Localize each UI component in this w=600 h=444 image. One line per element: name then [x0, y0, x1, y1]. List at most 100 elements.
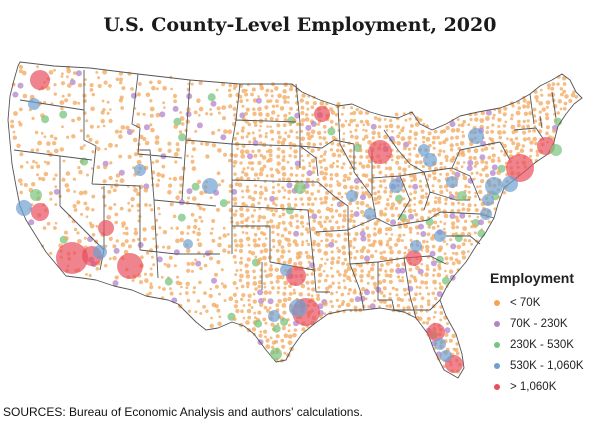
county-dot [563, 107, 567, 111]
county-dot [172, 214, 177, 219]
county-dot [300, 105, 305, 110]
county-dot [395, 155, 401, 160]
county-dot [445, 243, 449, 246]
county-dot [250, 161, 255, 165]
county-dot [368, 243, 372, 247]
county-dot [317, 286, 321, 289]
county-dot [437, 266, 442, 271]
county-dot [371, 290, 375, 295]
county-dot [266, 308, 270, 313]
county-dot [562, 76, 567, 81]
county-dot [138, 134, 144, 140]
county-dot [306, 196, 312, 202]
county-dot [101, 99, 105, 103]
county-dot [396, 134, 400, 139]
county-dot [259, 86, 264, 91]
county-dot [257, 149, 261, 153]
county-dot [264, 335, 267, 339]
county-dot [456, 208, 461, 213]
county-dot [76, 200, 81, 205]
county-dot [449, 147, 454, 152]
county-dot [445, 125, 450, 131]
county-dot [259, 167, 265, 172]
county-dot [439, 220, 443, 224]
county-dot [245, 135, 249, 139]
metro-bubble [268, 310, 280, 322]
county-dot [276, 140, 281, 145]
county-dot [313, 197, 318, 201]
county-dot [340, 166, 344, 170]
county-dot [283, 227, 288, 232]
county-dot [348, 154, 352, 159]
county-dot [350, 209, 353, 213]
county-dot [330, 260, 335, 265]
county-dot [292, 239, 298, 244]
county-dot [466, 250, 470, 253]
county-dot [223, 129, 228, 134]
county-dot [79, 146, 84, 150]
county-dot [241, 201, 246, 207]
county-dot [72, 177, 76, 181]
county-dot [232, 292, 237, 297]
county-dot [342, 251, 347, 256]
county-dot [119, 206, 124, 211]
county-dot [42, 226, 47, 230]
county-dot [407, 203, 412, 208]
county-dot [552, 104, 558, 109]
county-dot [446, 322, 449, 326]
county-dot [301, 165, 306, 171]
county-dot [301, 327, 306, 332]
county-dot [232, 281, 237, 286]
county-dot [280, 318, 289, 326]
county-dot [407, 135, 412, 140]
county-dot [369, 267, 375, 272]
county-dot [449, 256, 454, 261]
county-dot [295, 100, 300, 105]
county-dot [438, 282, 442, 286]
county-dot [186, 298, 191, 303]
county-dot [190, 261, 195, 266]
county-dot [296, 122, 300, 127]
county-dot [436, 207, 441, 212]
county-dot [228, 158, 232, 163]
county-dot [466, 207, 471, 212]
county-dot [467, 123, 471, 127]
county-dot [72, 100, 78, 106]
county-dot [285, 206, 294, 215]
county-dot [365, 183, 370, 188]
county-dot [378, 305, 381, 308]
county-dot [300, 122, 305, 127]
county-dot [124, 239, 129, 244]
county-dot [341, 245, 346, 250]
county-dot [385, 261, 391, 266]
county-dot [149, 113, 154, 118]
county-dot [276, 257, 281, 262]
county-dot [383, 256, 388, 261]
county-dot [400, 279, 405, 283]
county-dot [118, 134, 123, 139]
county-dot [343, 232, 347, 236]
county-dot [185, 291, 189, 295]
metro-bubble [468, 128, 484, 144]
county-dot [282, 310, 287, 315]
county-dot [179, 292, 182, 296]
county-dot [200, 142, 204, 146]
county-dot [267, 157, 273, 163]
county-dot [160, 173, 165, 178]
county-dot [347, 251, 353, 256]
county-dot [358, 161, 363, 166]
county-dot [71, 134, 76, 139]
county-dot [319, 170, 325, 176]
county-dot [474, 208, 479, 213]
county-dot [455, 142, 459, 147]
county-dot [418, 316, 423, 321]
county-dot [274, 208, 279, 213]
metro-bubble [434, 338, 446, 350]
county-dot [455, 218, 460, 223]
county-dot [191, 166, 197, 171]
county-dot [425, 321, 430, 325]
county-dot [167, 148, 172, 153]
county-dot [252, 269, 256, 274]
county-dot [353, 256, 357, 260]
county-dot [82, 190, 88, 195]
